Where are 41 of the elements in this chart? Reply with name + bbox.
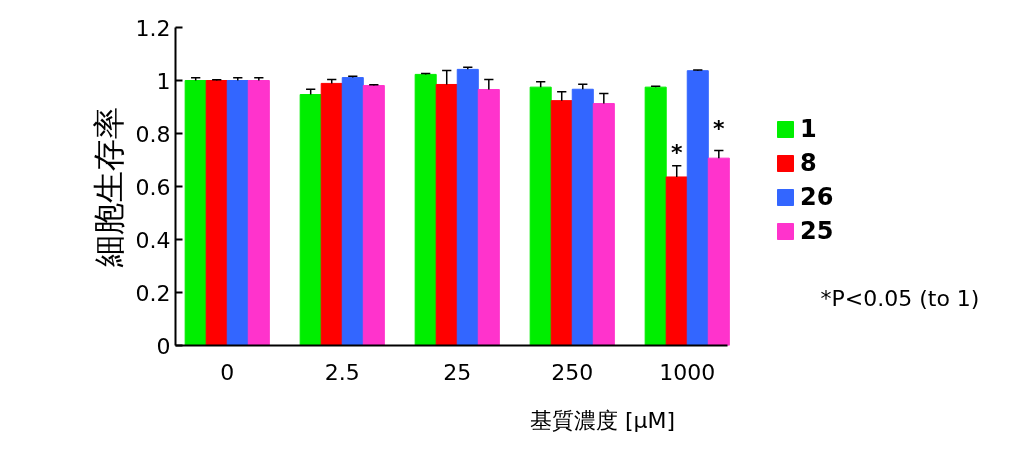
bar xyxy=(550,100,573,346)
x-tick-label: 25 xyxy=(443,359,472,385)
x-tick-label: 1000 xyxy=(659,359,716,385)
x-axis-title: 基質濃度 [μM] xyxy=(529,407,676,433)
x-tick-label: 0 xyxy=(220,359,235,385)
y-tick-label: 0.6 xyxy=(135,174,171,200)
text: *P<0.05 (to 1) xyxy=(820,285,980,311)
y-tick-label: 0 xyxy=(156,333,171,359)
bar xyxy=(205,80,228,346)
y-axis-title: 細胞生存率 xyxy=(89,106,128,268)
y-tick-label: 0.8 xyxy=(135,121,171,147)
bar xyxy=(226,80,249,346)
legend-label: 8 xyxy=(800,149,818,177)
annotation: * xyxy=(713,115,726,141)
bar xyxy=(477,89,500,346)
bar xyxy=(362,85,385,346)
bar xyxy=(529,86,552,346)
y-tick-label: 1 xyxy=(156,68,171,94)
y-tick-label: 0.4 xyxy=(135,227,171,253)
bar xyxy=(299,94,322,346)
x-tick-label: 250 xyxy=(551,359,594,385)
legend-label: 1 xyxy=(800,115,818,143)
legend-label: 25 xyxy=(800,217,834,245)
bar xyxy=(644,86,667,346)
bar xyxy=(414,73,437,346)
bar xyxy=(341,77,364,346)
y-tick-label: 1.2 xyxy=(135,15,171,41)
x-tick-label: 2.5 xyxy=(324,359,360,385)
bar xyxy=(320,82,343,346)
bar xyxy=(707,157,730,346)
bar xyxy=(247,80,270,346)
bar xyxy=(435,83,458,346)
bar xyxy=(571,88,594,346)
y-tick-label: 0.2 xyxy=(135,280,171,306)
bar xyxy=(592,103,615,346)
bar xyxy=(665,176,688,346)
legend-label: 26 xyxy=(800,183,834,211)
bar xyxy=(686,70,709,346)
bar xyxy=(184,80,207,346)
bar xyxy=(456,68,479,346)
annotation: * xyxy=(670,139,683,165)
